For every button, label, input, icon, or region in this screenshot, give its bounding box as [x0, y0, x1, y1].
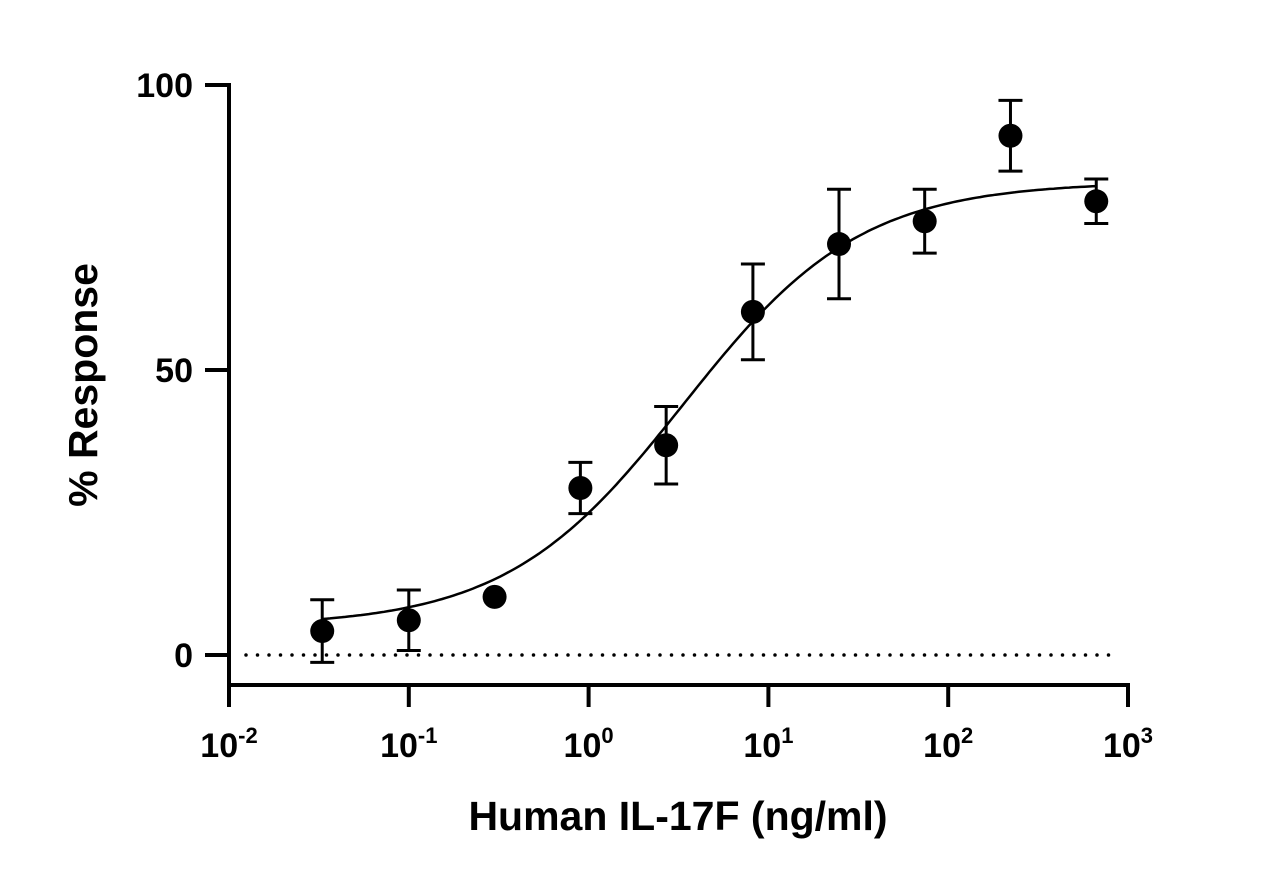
x-axis-title: Human IL-17F (ng/ml)	[468, 793, 887, 839]
data-point	[740, 299, 765, 324]
data-point	[1084, 189, 1109, 214]
data-point	[998, 123, 1023, 148]
x-tick-label: 102	[923, 723, 973, 765]
data-point	[654, 433, 679, 458]
y-tick-label: 0	[174, 637, 193, 675]
y-axis-title: % Response	[60, 263, 106, 507]
y-tick-label: 50	[155, 352, 193, 390]
x-tick-label: 103	[1103, 723, 1153, 765]
x-tick-label: 101	[743, 723, 793, 765]
data-point	[482, 584, 507, 609]
fit-curve	[322, 184, 1097, 621]
y-tick-label: 100	[136, 67, 193, 105]
x-tick-label: 10-2	[200, 723, 257, 765]
data-marks	[310, 98, 1109, 664]
x-tick-label: 100	[564, 723, 614, 765]
data-point	[568, 475, 593, 500]
data-point	[827, 232, 852, 257]
data-point	[912, 209, 937, 234]
data-point	[310, 619, 335, 644]
axes: 0 50 100 10-2 10-1 100 101 102 103	[136, 67, 1153, 765]
x-tick-label: 10-1	[380, 723, 437, 765]
data-point	[396, 608, 421, 633]
